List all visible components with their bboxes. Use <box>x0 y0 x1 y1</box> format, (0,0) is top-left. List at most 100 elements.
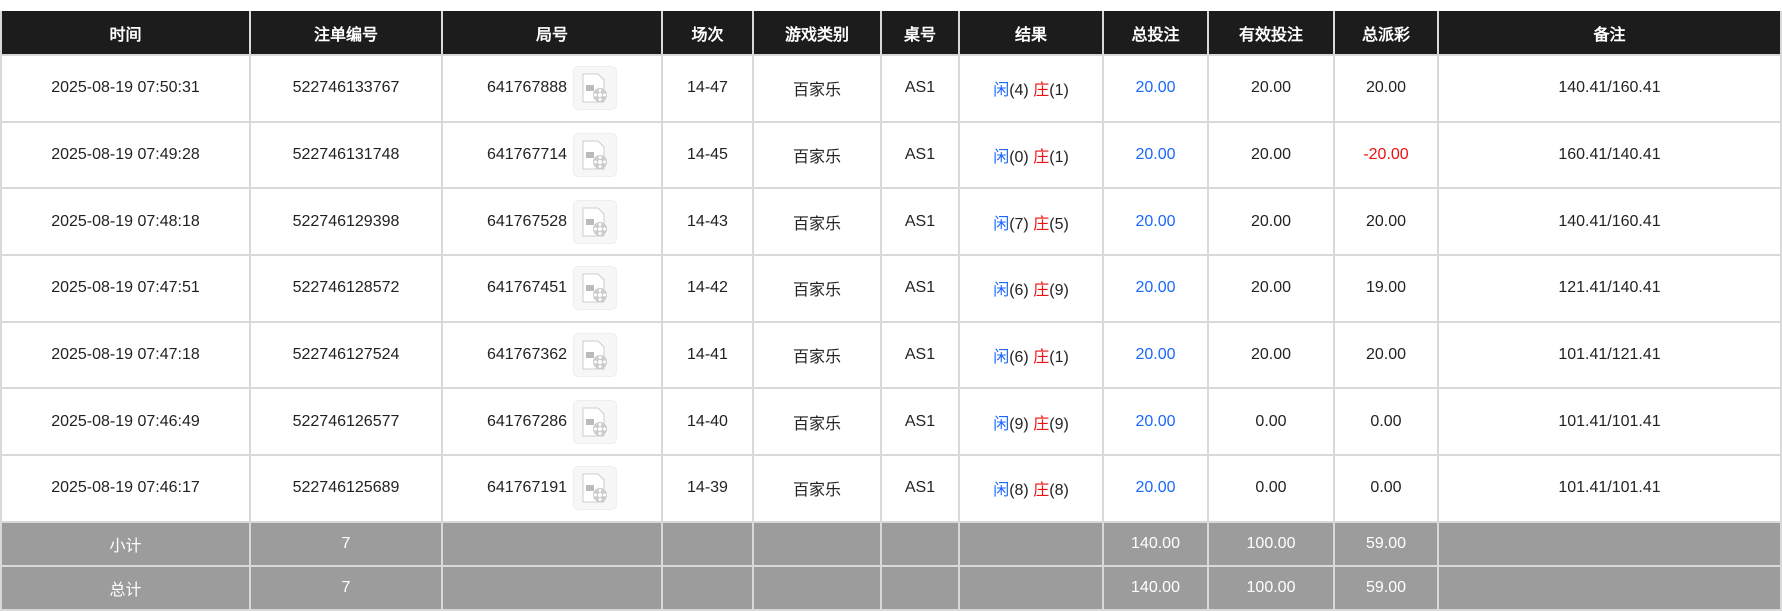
valid-bet-cell: 0.00 <box>1207 387 1335 457</box>
player-label: 闲 <box>993 82 1010 100</box>
column-header[interactable]: 场次 <box>661 11 754 56</box>
banker-score: (9) <box>1049 415 1069 433</box>
note-cell: 140.41/160.41 <box>1437 54 1782 123</box>
summary-label: 小计 <box>0 520 251 567</box>
banker-score: (8) <box>1049 482 1069 500</box>
table-cell: AS1 <box>880 387 960 457</box>
shoe-cell: 14-39 <box>661 454 754 523</box>
total-bet-cell[interactable]: 20.00 <box>1102 187 1209 257</box>
video-file-icon[interactable] <box>573 266 618 311</box>
column-header[interactable]: 桌号 <box>880 11 960 56</box>
round-cell: 641767888 <box>441 54 663 123</box>
player-score: (8) <box>1009 482 1029 500</box>
shoe-cell: 14-42 <box>661 254 754 323</box>
time-cell: 2025-08-19 07:47:18 <box>0 320 251 390</box>
column-header[interactable]: 时间 <box>0 11 251 56</box>
bet-id-cell: 522746127524 <box>249 320 443 390</box>
video-file-icon[interactable] <box>573 199 618 244</box>
note-cell: 160.41/140.41 <box>1437 120 1782 190</box>
video-file-icon[interactable] <box>573 466 618 511</box>
banker-score: (9) <box>1049 282 1069 300</box>
column-header[interactable]: 局号 <box>441 11 663 56</box>
round-number: 641767528 <box>486 212 568 230</box>
round-cell: 641767451 <box>441 254 663 323</box>
round-cell: 641767362 <box>441 320 663 390</box>
table-row: 2025-08-19 07:46:49 522746126577 6417672… <box>0 387 1782 457</box>
table-row: 2025-08-19 07:47:51 522746128572 6417674… <box>0 254 1782 323</box>
column-header[interactable]: 结果 <box>958 11 1104 56</box>
column-header[interactable]: 注单编号 <box>249 11 443 56</box>
banker-score: (1) <box>1049 149 1069 167</box>
round-number: 641767714 <box>486 146 568 164</box>
round-number: 641767451 <box>486 279 568 297</box>
payout-cell: 20.00 <box>1333 320 1439 390</box>
bet-id-cell: 522746131748 <box>249 120 443 190</box>
summary-label: 总计 <box>0 564 251 611</box>
note-cell: 121.41/140.41 <box>1437 254 1782 323</box>
summary-total-bet: 140.00 <box>1102 520 1209 567</box>
table-cell: AS1 <box>880 454 960 523</box>
total-bet-cell[interactable]: 20.00 <box>1102 120 1209 190</box>
table-row: 2025-08-19 07:50:31 522746133767 6417678… <box>0 54 1782 123</box>
column-header[interactable]: 总派彩 <box>1333 11 1439 56</box>
round-number: 641767191 <box>486 479 568 497</box>
total-bet-cell[interactable]: 20.00 <box>1102 387 1209 457</box>
payout-cell: -20.00 <box>1333 120 1439 190</box>
shoe-cell: 14-47 <box>661 54 754 123</box>
total-bet-cell[interactable]: 20.00 <box>1102 454 1209 523</box>
round-cell: 641767714 <box>441 120 663 190</box>
time-cell: 2025-08-19 07:48:18 <box>0 187 251 257</box>
video-file-icon[interactable] <box>573 133 618 178</box>
valid-bet-cell: 20.00 <box>1207 254 1335 323</box>
column-header[interactable]: 备注 <box>1437 11 1782 56</box>
table-row: 2025-08-19 07:46:17 522746125689 6417671… <box>0 454 1782 523</box>
valid-bet-cell: 20.00 <box>1207 187 1335 257</box>
banker-label: 庄 <box>1033 149 1050 167</box>
video-file-icon[interactable] <box>573 66 618 111</box>
game-cell: 百家乐 <box>752 387 882 457</box>
banker-score: (5) <box>1049 215 1069 233</box>
result-cell: 闲(4) 庄(1) <box>958 54 1104 123</box>
time-cell: 2025-08-19 07:47:51 <box>0 254 251 323</box>
table-cell: AS1 <box>880 120 960 190</box>
summary-valid-bet: 100.00 <box>1207 520 1335 567</box>
valid-bet-cell: 20.00 <box>1207 120 1335 190</box>
column-header[interactable]: 有效投注 <box>1207 11 1335 56</box>
player-label: 闲 <box>993 282 1010 300</box>
total-bet-cell[interactable]: 20.00 <box>1102 320 1209 390</box>
column-header[interactable]: 游戏类别 <box>752 11 882 56</box>
valid-bet-cell: 0.00 <box>1207 454 1335 523</box>
shoe-cell: 14-40 <box>661 387 754 457</box>
player-score: (9) <box>1009 415 1029 433</box>
video-file-icon[interactable] <box>573 333 618 378</box>
banker-label: 庄 <box>1033 282 1050 300</box>
shoe-cell: 14-43 <box>661 187 754 257</box>
table-header: 时间 注单编号 局号 场次 游戏类别 桌号 结果 总投注 有效投注 总派彩 备注 <box>0 11 1782 56</box>
banker-score: (1) <box>1049 82 1069 100</box>
table-cell: AS1 <box>880 187 960 257</box>
bet-id-cell: 522746126577 <box>249 387 443 457</box>
payout-cell: 20.00 <box>1333 187 1439 257</box>
bet-id-cell: 522746125689 <box>249 454 443 523</box>
column-header[interactable]: 总投注 <box>1102 11 1209 56</box>
game-cell: 百家乐 <box>752 254 882 323</box>
summary-row: 总计 7 140.00 100.00 59.00 <box>0 564 1782 611</box>
total-bet-cell[interactable]: 20.00 <box>1102 54 1209 123</box>
summary-valid-bet: 100.00 <box>1207 564 1335 611</box>
note-cell: 101.41/121.41 <box>1437 320 1782 390</box>
game-cell: 百家乐 <box>752 187 882 257</box>
table-cell: AS1 <box>880 254 960 323</box>
shoe-cell: 14-41 <box>661 320 754 390</box>
player-score: (6) <box>1009 282 1029 300</box>
result-cell: 闲(9) 庄(9) <box>958 387 1104 457</box>
total-bet-cell[interactable]: 20.00 <box>1102 254 1209 323</box>
result-cell: 闲(7) 庄(5) <box>958 187 1104 257</box>
round-number: 641767888 <box>486 79 568 97</box>
time-cell: 2025-08-19 07:46:49 <box>0 387 251 457</box>
game-cell: 百家乐 <box>752 120 882 190</box>
payout-cell: 0.00 <box>1333 454 1439 523</box>
video-file-icon[interactable] <box>573 399 618 444</box>
banker-label: 庄 <box>1033 349 1050 367</box>
valid-bet-cell: 20.00 <box>1207 320 1335 390</box>
bet-id-cell: 522746128572 <box>249 254 443 323</box>
